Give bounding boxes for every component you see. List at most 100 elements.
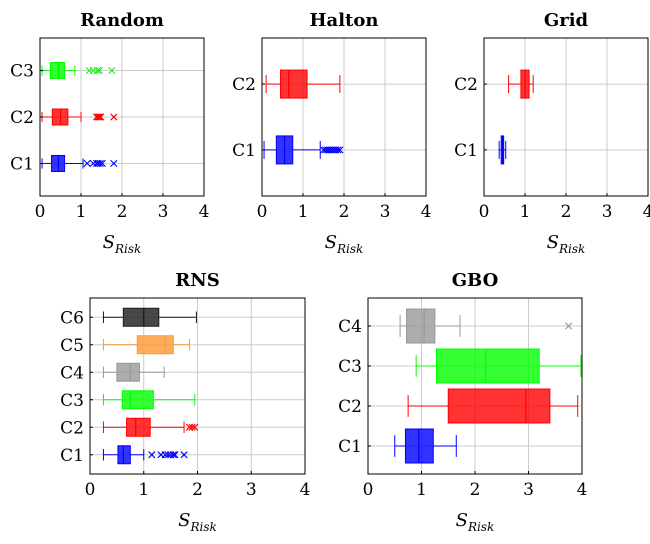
outlier-marker: [161, 451, 169, 459]
outlier-marker: [336, 146, 344, 154]
box-c3: [102, 390, 196, 410]
x-axis-label: SRisk: [325, 232, 364, 256]
outlier-marker: [110, 159, 118, 168]
panel-title: Random: [80, 10, 164, 31]
x-tick-label: 1: [138, 480, 149, 500]
panel-halton: C1 C2 0 1 2 3 4 Halton SRisk: [232, 10, 431, 256]
outlier-marker: [334, 146, 342, 154]
y-tick-label: C1: [60, 446, 84, 466]
box-c6: [102, 307, 197, 327]
x-axis-label: SRisk: [103, 232, 142, 256]
box-c1: [394, 428, 457, 464]
x-tick-label: 1: [520, 202, 531, 222]
outlier-marker: [96, 159, 104, 168]
y-tick-label: C6: [60, 308, 84, 328]
y-tick-label: C4: [338, 317, 362, 337]
y-tick-label: C2: [232, 75, 256, 95]
outlier-marker: [191, 423, 199, 431]
panel-random: C1 C2 C3 0 1 2 3 4 Random SRisk: [10, 10, 209, 256]
outlier-marker: [98, 159, 106, 168]
box-iqr: [49, 62, 66, 80]
y-tick-label: C1: [338, 437, 362, 457]
x-tick-label: 0: [479, 202, 490, 222]
box-iqr: [136, 335, 174, 355]
x-tick-label: 0: [35, 202, 46, 222]
y-tick-label: C3: [60, 391, 84, 411]
x-tick-label: 4: [577, 480, 588, 500]
x-axis-label: SRisk: [178, 510, 217, 534]
box-iqr: [126, 417, 151, 437]
x-tick-label: 3: [158, 202, 169, 222]
y-tick-label: C2: [10, 108, 34, 128]
y-tick-label: C1: [232, 141, 256, 161]
outlier-marker: [180, 451, 188, 459]
x-tick-label: 2: [192, 480, 203, 500]
box-iqr: [406, 308, 436, 344]
outlier-marker: [83, 159, 91, 168]
panel-title: Grid: [544, 10, 589, 31]
outlier-marker: [185, 423, 194, 431]
panel-gbo: C1 C2 C3 C4 0 1 2 3 4 GBO SRisk: [338, 270, 587, 534]
x-tick-label: 4: [643, 202, 650, 222]
box-c2: [407, 388, 579, 424]
y-tick-label: C5: [60, 336, 84, 356]
box-c5: [102, 335, 190, 355]
y-tick-label: C4: [60, 363, 84, 383]
x-tick-label: 1: [298, 202, 309, 222]
outlier-marker: [95, 113, 104, 121]
x-tick-label: 2: [561, 202, 572, 222]
x-tick-label: 2: [117, 202, 128, 222]
box-iqr: [435, 348, 540, 384]
box-c2: [265, 69, 341, 99]
x-tick-label: 0: [257, 202, 268, 222]
x-tick-label: 3: [602, 202, 613, 222]
x-tick-label: 3: [380, 202, 391, 222]
outlier-marker: [95, 66, 104, 75]
outlier-marker: [108, 66, 116, 75]
y-tick-label: C3: [338, 357, 362, 377]
y-tick-label: C2: [338, 397, 362, 417]
panel-title: Halton: [310, 10, 379, 31]
box-iqr: [279, 69, 308, 99]
box-iqr: [116, 362, 140, 382]
outlier-marker: [164, 451, 172, 459]
x-tick-label: 3: [523, 480, 534, 500]
box-c1: [41, 154, 118, 172]
box-iqr: [447, 388, 551, 424]
box-c1: [498, 135, 507, 165]
outlier-marker: [110, 113, 118, 121]
box-iqr: [117, 445, 131, 465]
x-tick-label: 4: [421, 202, 432, 222]
outlier-marker: [171, 451, 179, 459]
y-tick-label: C3: [10, 62, 34, 82]
box-c2: [41, 108, 118, 126]
outlier-marker: [169, 451, 177, 459]
outlier-marker: [148, 451, 156, 459]
x-tick-label: 0: [85, 480, 96, 500]
box-c3: [41, 62, 116, 80]
x-tick-label: 4: [300, 480, 311, 500]
x-axis-label: SRisk: [547, 232, 586, 256]
panel-rns: C1 C2 C3 C4 C5 C6 0 1 2 3 4 RNS SRisk: [60, 270, 310, 534]
box-c2: [508, 69, 534, 99]
x-tick-label: 0: [363, 480, 374, 500]
box-c4: [399, 308, 573, 344]
box-c1: [263, 135, 344, 165]
x-tick-label: 2: [339, 202, 350, 222]
box-c2: [102, 417, 199, 437]
outlier-marker: [93, 66, 101, 75]
box-c4: [102, 362, 165, 382]
box-c3: [415, 348, 582, 384]
panel-grid: C1 C2 0 1 2 3 4 Grid SRisk: [454, 10, 650, 256]
outlier-marker: [97, 113, 105, 121]
panel-title: GBO: [452, 270, 499, 291]
box-iqr: [121, 390, 154, 410]
box-c1: [102, 445, 188, 465]
x-axis-label: SRisk: [456, 510, 495, 534]
outlier-marker: [188, 423, 196, 431]
outlier-marker: [94, 113, 102, 121]
box-iqr: [122, 307, 160, 327]
x-tick-label: 1: [416, 480, 427, 500]
x-tick-label: 3: [246, 480, 257, 500]
